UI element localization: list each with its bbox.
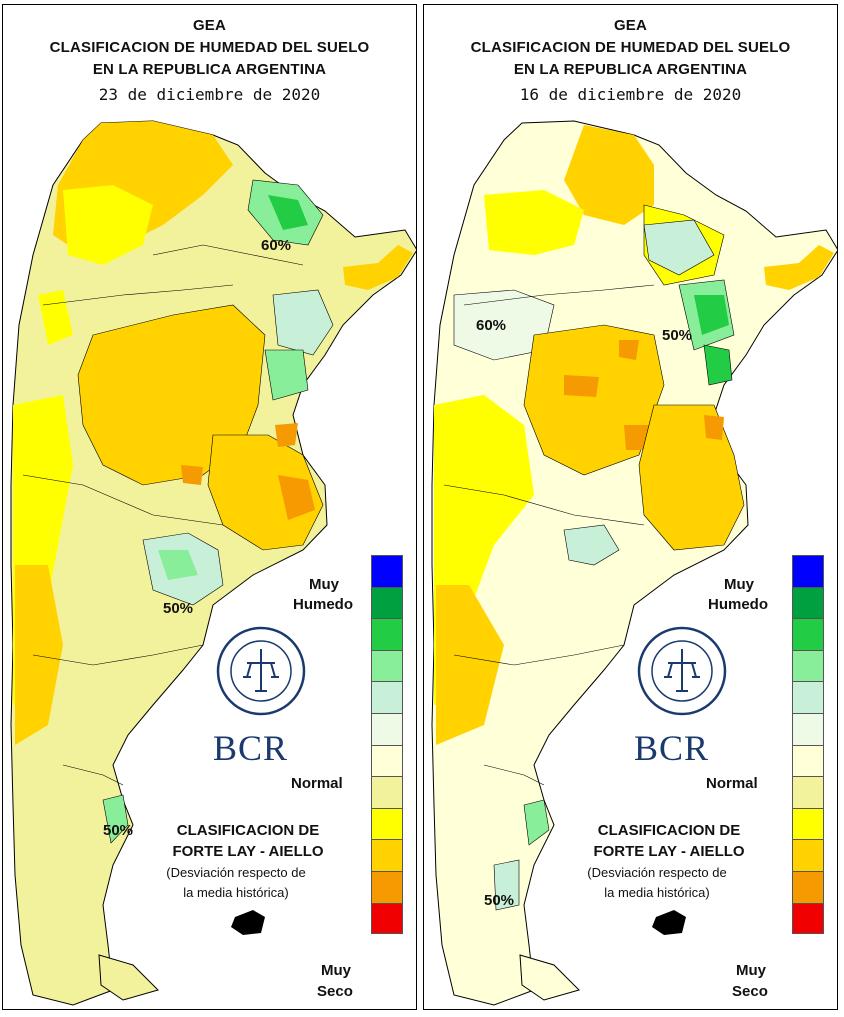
- contour-label-3: 50%: [484, 892, 514, 909]
- header-line1: GEA: [613, 17, 648, 34]
- legend-middle: Normal: [706, 775, 758, 792]
- legend-swatch: [371, 586, 403, 619]
- contour-label-1: 60%: [476, 317, 506, 334]
- header-line2: CLASIFICACION DE HUMEDAD DEL SUELO: [49, 39, 370, 56]
- map-panel-dec-23: 60% 50% 50% GEA CLASIFICACION DE HUMEDAD…: [2, 4, 417, 1010]
- header-line3: EN LA REPUBLICA ARGENTINA: [513, 61, 748, 78]
- bcr-logo-text: BCR: [634, 728, 710, 768]
- legend-swatch: [371, 902, 403, 935]
- legend-swatch: [792, 839, 824, 871]
- legend-bottom-line1: Muy: [736, 962, 766, 979]
- contour-label-2: 50%: [662, 327, 692, 344]
- legend-swatch: [792, 902, 824, 935]
- color-legend: [371, 555, 403, 935]
- legend-bottom-line1: Muy: [321, 962, 351, 979]
- header-line1: GEA: [192, 17, 227, 34]
- legend-top-line2: Humedo: [293, 596, 353, 613]
- legend-top-line1: Muy: [309, 576, 339, 593]
- legend-bottom-line2: Seco: [317, 983, 353, 1000]
- legend-swatch: [371, 712, 403, 745]
- legend-swatch: [792, 586, 824, 619]
- classification-line2: FORTE LAY - AIELLO: [172, 843, 324, 860]
- legend-swatch: [792, 870, 824, 903]
- argentina-soil-moisture-map: 60% 50% 50%: [10, 120, 416, 1006]
- note-line1: (Desviación respecto de: [166, 865, 306, 880]
- legend-swatch: [792, 681, 824, 713]
- legend-swatch: [371, 807, 403, 840]
- legend-swatch: [792, 807, 824, 840]
- note-line1: (Desviación respecto de: [587, 865, 727, 880]
- header-line3: EN LA REPUBLICA ARGENTINA: [92, 61, 327, 78]
- legend-swatch: [792, 712, 824, 745]
- legend-swatch: [371, 618, 403, 650]
- legend-bottom-line2: Seco: [732, 983, 768, 1000]
- header-date: 16 de diciembre de 2020: [519, 85, 742, 104]
- legend-swatch: [792, 776, 824, 808]
- legend-swatch: [792, 618, 824, 650]
- classification-line1: CLASIFICACION DE: [176, 822, 320, 839]
- header-date: 23 de diciembre de 2020: [98, 85, 321, 104]
- bcr-seal-icon: [216, 626, 306, 716]
- legend-swatch: [371, 649, 403, 682]
- legend-swatch: [371, 839, 403, 871]
- contour-label-2: 50%: [163, 600, 193, 617]
- classification-line1: CLASIFICACION DE: [597, 822, 741, 839]
- note-line2: la media histórica): [183, 885, 289, 900]
- contour-label-3: 50%: [103, 822, 133, 839]
- legend-swatch: [792, 649, 824, 682]
- legend-swatch: [792, 744, 824, 777]
- legend-swatch: [371, 744, 403, 777]
- argentina-soil-moisture-map: 60% 50% 50%: [431, 120, 837, 1006]
- legend-swatch: [371, 681, 403, 713]
- legend-top-line1: Muy: [724, 576, 754, 593]
- contour-label-1: 60%: [261, 237, 291, 254]
- legend-swatch: [371, 776, 403, 808]
- classification-line2: FORTE LAY - AIELLO: [593, 843, 745, 860]
- header-line2: CLASIFICACION DE HUMEDAD DEL SUELO: [470, 39, 791, 56]
- bcr-seal-icon: [637, 626, 727, 716]
- legend-swatch: [371, 870, 403, 903]
- legend-swatch: [792, 555, 824, 587]
- legend-top-line2: Humedo: [708, 596, 768, 613]
- color-legend: [792, 555, 824, 935]
- map-panel-dec-16: 60% 50% 50% GEA CLASIFICACION DE HUMEDAD…: [423, 4, 838, 1010]
- note-line2: la media histórica): [604, 885, 710, 900]
- legend-swatch: [371, 555, 403, 587]
- bcr-logo-text: BCR: [213, 728, 289, 768]
- legend-middle: Normal: [291, 775, 343, 792]
